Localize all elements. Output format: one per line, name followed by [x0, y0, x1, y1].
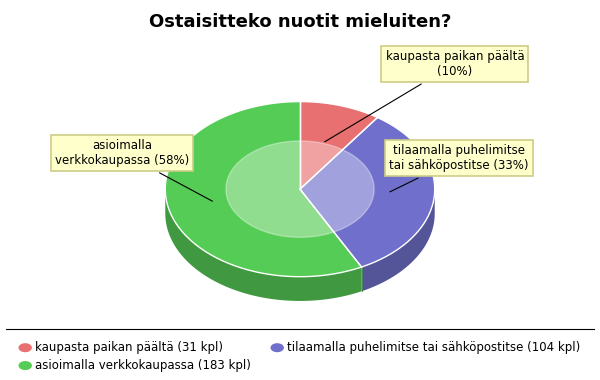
- Text: asioimalla verkkokaupassa (183 kpl): asioimalla verkkokaupassa (183 kpl): [35, 359, 251, 372]
- Polygon shape: [226, 141, 374, 237]
- Polygon shape: [165, 190, 362, 301]
- Text: asioimalla
verkkokaupassa (58%): asioimalla verkkokaupassa (58%): [55, 139, 212, 201]
- Text: Ostaisitteko nuotit mieluiten?: Ostaisitteko nuotit mieluiten?: [149, 13, 451, 31]
- Text: tilaamalla puhelimitse tai sähköpostitse (104 kpl): tilaamalla puhelimitse tai sähköpostitse…: [287, 341, 580, 354]
- Text: tilaamalla puhelimitse
tai sähköpostitse (33%): tilaamalla puhelimitse tai sähköpostitse…: [389, 144, 529, 192]
- Polygon shape: [362, 189, 435, 291]
- Polygon shape: [300, 117, 435, 267]
- Text: kaupasta paikan päältä
(10%): kaupasta paikan päältä (10%): [325, 50, 524, 142]
- Polygon shape: [165, 101, 362, 277]
- Text: kaupasta paikan päältä (31 kpl): kaupasta paikan päältä (31 kpl): [35, 341, 223, 354]
- Polygon shape: [300, 101, 377, 189]
